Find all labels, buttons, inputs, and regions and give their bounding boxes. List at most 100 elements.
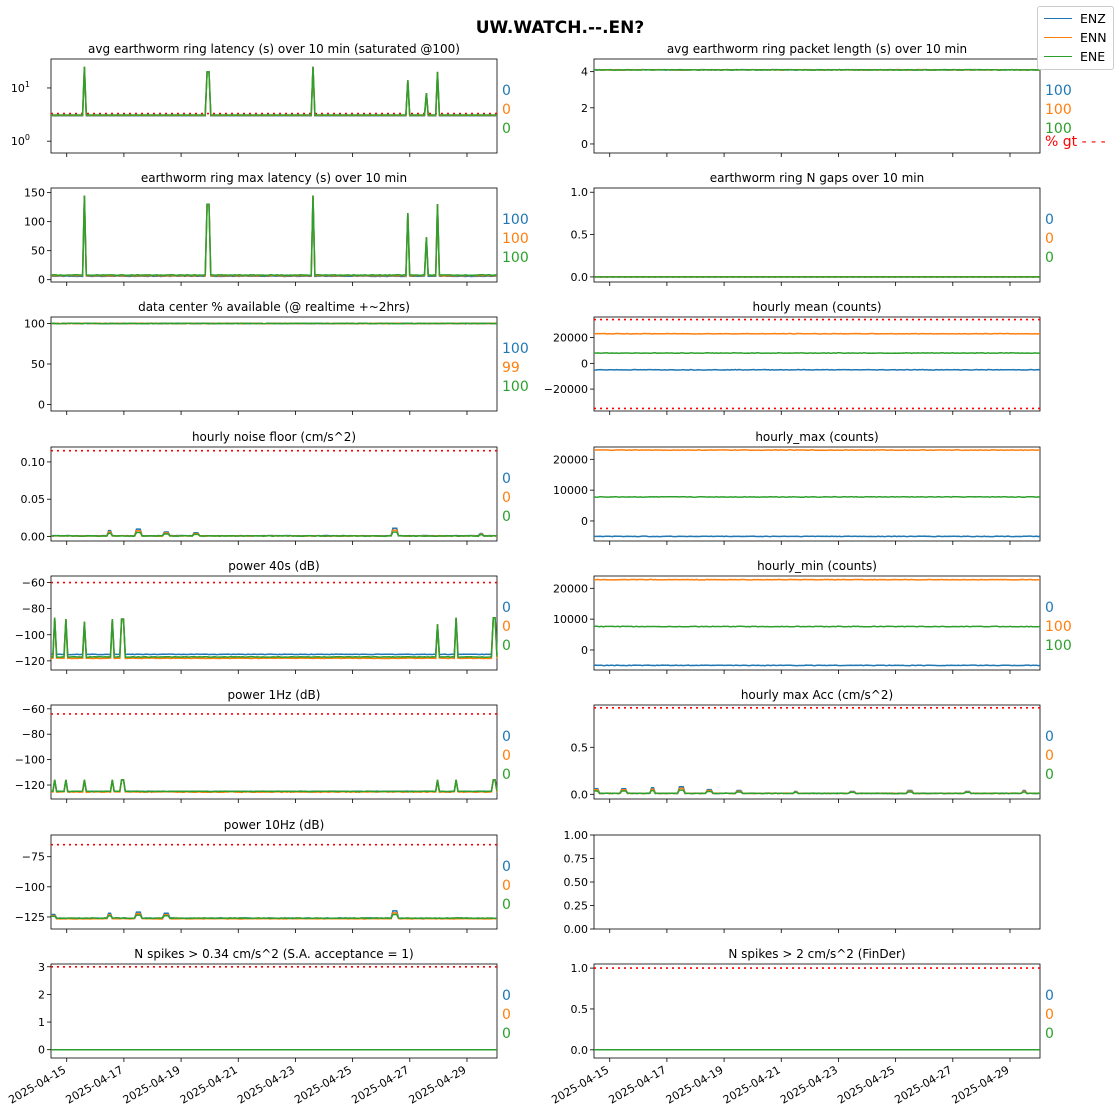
percent-label: 0 [1045, 1007, 1054, 1023]
series-line-ene [594, 789, 1041, 795]
y-tick-label: 2 [38, 988, 45, 1001]
percent-label: 0 [1045, 250, 1054, 266]
x-tick-label: 2025-04-17 [607, 1063, 669, 1106]
y-tick-label: 0.00 [21, 531, 46, 544]
series-line-enz [594, 535, 1041, 538]
percent-label: 0 [502, 490, 511, 506]
series-line-ene [50, 531, 498, 537]
axes-frame [593, 446, 1041, 542]
y-tick-label: 0.0 [571, 788, 589, 801]
y-tick-label: 0 [581, 515, 588, 528]
y-tick-label: 0 [38, 1044, 45, 1057]
subplot-title: power 1Hz (dB) [228, 688, 321, 702]
x-tick-label: 2025-04-15 [6, 1063, 68, 1106]
y-tick-label: −120 [15, 655, 45, 668]
y-tick-label: 0.5 [571, 741, 589, 754]
percent-label: 100 [1045, 121, 1072, 137]
axes-frame [593, 187, 1041, 283]
percent-label: 100 [1045, 83, 1072, 99]
y-tick-label: 0.0 [571, 271, 589, 284]
percent-label: 0 [502, 600, 511, 616]
axes-frame [593, 316, 1041, 412]
percent-label: 0 [502, 988, 511, 1004]
axes-frame [593, 58, 1041, 154]
x-tick-label: 2025-04-25 [835, 1063, 897, 1106]
subplot-title: hourly max Acc (cm/s^2) [741, 688, 893, 702]
y-tick-label: 2 [581, 102, 588, 115]
subplot-title: data center % available (@ realtime +~2h… [138, 300, 410, 314]
series-line-ene [593, 68, 1041, 71]
percent-label: 0 [502, 638, 511, 654]
y-tick-label: −20000 [544, 383, 588, 396]
percent-label: 100 [502, 231, 529, 247]
series-line-enz [593, 368, 1041, 371]
percent-label: 100 [502, 379, 529, 395]
series-line-enn [594, 449, 1041, 452]
x-tick-label: 2025-04-15 [549, 1063, 611, 1106]
axes-frame [593, 704, 1041, 800]
percent-label: 0 [502, 1026, 511, 1042]
percent-label: 100 [1045, 619, 1072, 635]
subplot-title: earthworm ring N gaps over 10 min [710, 171, 924, 185]
series-line-enn [50, 617, 498, 660]
x-tick-label: 2025-04-21 [178, 1063, 240, 1106]
y-tick-label: 1.00 [564, 829, 589, 842]
legend-line-enz [1044, 17, 1072, 19]
percent-label: 0 [502, 121, 511, 137]
percent-label: 100 [502, 250, 529, 266]
y-tick-label: 1 [38, 1016, 45, 1029]
percent-label: 0 [1045, 767, 1054, 783]
y-tick-label: 0.50 [564, 876, 589, 889]
legend: ENZ ENN ENE [1037, 6, 1114, 70]
subplot-title: avg earthworm ring latency (s) over 10 m… [88, 42, 460, 56]
y-tick-label: −80 [22, 728, 45, 741]
y-tick-label: 0 [581, 138, 588, 151]
y-tick-label: 0.10 [21, 456, 46, 469]
series-line-ene [50, 617, 498, 658]
y-tick-label: 100 [24, 317, 45, 330]
y-tick-label: −125 [15, 911, 45, 924]
percent-label: 100 [502, 212, 529, 228]
x-tick-label: 2025-04-21 [721, 1063, 783, 1106]
percent-label: 0 [502, 1007, 511, 1023]
legend-label-enn: ENN [1080, 29, 1107, 45]
series-line-enz [50, 195, 498, 278]
y-tick-label: 0.0 [571, 1044, 589, 1057]
axes-frame [50, 704, 498, 800]
axes-frame [593, 575, 1041, 671]
axes-frame [593, 834, 1041, 930]
series-line-enn [51, 195, 498, 277]
y-tick-label: 1.0 [571, 962, 589, 975]
percent-label: 100 [1045, 102, 1072, 118]
x-tick-label: 2025-04-27 [349, 1063, 411, 1106]
percent-label: 0 [502, 102, 511, 118]
x-tick-label: 2025-04-19 [121, 1063, 183, 1106]
percent-label: 0 [502, 83, 511, 99]
x-tick-label: 2025-04-23 [235, 1063, 297, 1106]
percent-label: 0 [1045, 748, 1054, 764]
subplot-title: N spikes > 2 cm/s^2 (FinDer) [728, 947, 905, 961]
percent-label: 0 [1045, 231, 1054, 247]
legend-item-enn: ENN [1044, 28, 1107, 46]
y-tick-label: 150 [24, 187, 45, 200]
percent-label: 0 [502, 509, 511, 525]
legend-item-ene: ENE [1044, 47, 1105, 65]
series-line-ene [50, 779, 498, 793]
y-tick-label: 0.5 [571, 1003, 589, 1016]
y-tick-label: 50 [31, 245, 45, 258]
subplot-title: N spikes > 0.34 cm/s^2 (S.A. acceptance … [134, 947, 413, 961]
subplot-title: power 40s (dB) [228, 559, 319, 573]
x-tick-label: 2025-04-23 [778, 1063, 840, 1106]
legend-label-enz: ENZ [1080, 10, 1106, 26]
y-tick-label: −60 [22, 703, 45, 716]
percent-label: 0 [1045, 1026, 1054, 1042]
y-tick-label: −80 [22, 603, 45, 616]
percent-label: 0 [1045, 729, 1054, 745]
y-tick-label: −75 [22, 851, 45, 864]
y-tick-label: 101 [11, 80, 30, 95]
subplot-title: earthworm ring max latency (s) over 10 m… [141, 171, 407, 185]
percent-label: 100 [502, 341, 529, 357]
y-tick-label: 4 [581, 66, 588, 79]
subplot-title: hourly_max (counts) [755, 430, 878, 444]
